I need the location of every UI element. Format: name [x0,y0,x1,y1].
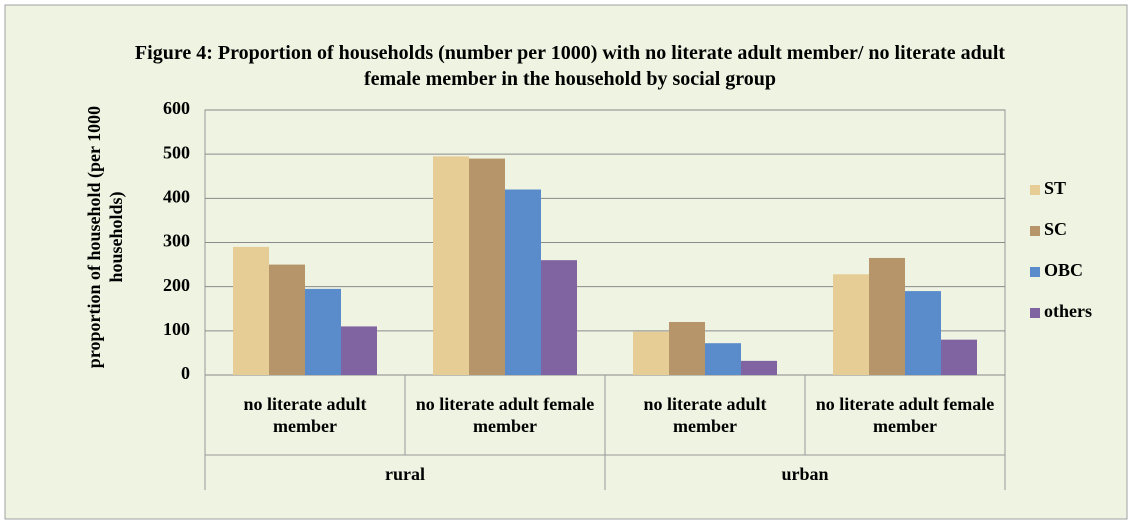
legend-label: ST [1044,178,1066,198]
legend-swatch [1030,308,1040,318]
bar [505,189,541,375]
y-tick-label: 100 [163,319,190,339]
chart-title: Figure 4: Proportion of households (numb… [134,42,1006,90]
bar [705,343,741,375]
bar [233,246,269,375]
y-axis-label: proportion of household (per 1000 househ… [84,105,126,369]
y-tick-label: 200 [163,275,190,295]
x-tick-label: no literate adult member [243,394,367,436]
legend-swatch [1030,267,1040,277]
bar [669,322,705,375]
bar [905,291,941,375]
bar [341,326,377,375]
legend-label: others [1044,301,1092,321]
legend-swatch [1030,185,1040,195]
legend-label: SC [1044,219,1067,239]
bar [633,331,669,375]
bar [305,288,341,375]
bar [941,339,977,375]
x-tick-label: no literate adult female member [415,394,595,436]
y-tick-label: 300 [163,231,190,251]
x-tick-label: no literate adult female member [815,394,995,436]
y-tick-label: 400 [163,186,190,206]
group-label: urban [781,464,829,484]
bar [269,264,305,375]
group-label: rural [385,464,425,484]
bar [433,156,469,375]
bar [541,260,577,375]
y-tick-label: 500 [163,142,190,162]
y-tick-label: 600 [163,98,190,118]
legend-swatch [1030,226,1040,236]
bar [741,360,777,375]
x-tick-label: no literate adult member [643,394,767,436]
legend-label: OBC [1044,260,1083,280]
bar [833,274,869,375]
bar [469,158,505,375]
bar [869,257,905,375]
y-tick-label: 0 [181,363,190,383]
